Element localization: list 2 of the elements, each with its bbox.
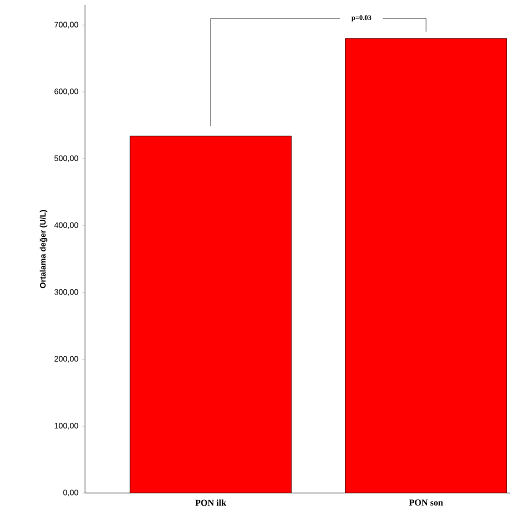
x-tick-label: PON son xyxy=(409,500,443,506)
x-tick-label: PON ilk xyxy=(195,500,226,506)
